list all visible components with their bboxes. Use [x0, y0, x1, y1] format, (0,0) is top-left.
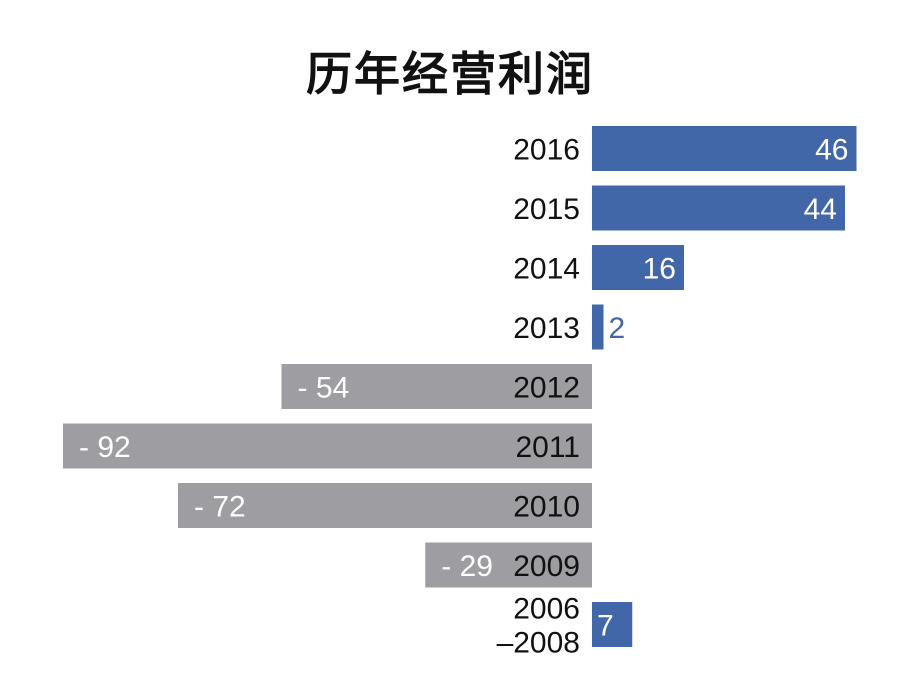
bar-7 — [425, 542, 592, 588]
category-label-2: 2014 — [513, 253, 580, 286]
category-label-4: 2012 — [513, 372, 580, 405]
category-label-6: 2010 — [513, 491, 580, 524]
value-label-6: - 72 — [194, 491, 246, 524]
bar-5 — [63, 423, 592, 469]
bar-4 — [281, 364, 592, 409]
category-label-1: 2015 — [513, 193, 580, 226]
bar-6 — [178, 483, 592, 528]
bar-3 — [592, 304, 604, 350]
value-label-1: 44 — [804, 193, 837, 226]
value-label-8: 7 — [597, 610, 614, 643]
value-label-2: 16 — [643, 253, 676, 286]
bar-0 — [592, 126, 857, 171]
bar-8 — [592, 602, 633, 647]
category-label-5: 2011 — [515, 431, 580, 464]
category-label-3: 2013 — [513, 312, 580, 345]
category-label-0: 2016 — [513, 134, 580, 167]
value-label-5: - 92 — [79, 431, 131, 464]
bar-2 — [592, 245, 684, 290]
category-label-7: 2009 — [513, 550, 580, 583]
chart-title: 历年经营利润 — [306, 47, 594, 101]
value-label-7: - 29 — [441, 550, 493, 583]
category-label-8: 2006 –2008 — [497, 593, 580, 660]
value-label-4: - 54 — [298, 372, 350, 405]
value-label-0: 46 — [815, 134, 848, 167]
bar-1 — [592, 185, 845, 231]
value-label-3: 2 — [609, 312, 626, 345]
